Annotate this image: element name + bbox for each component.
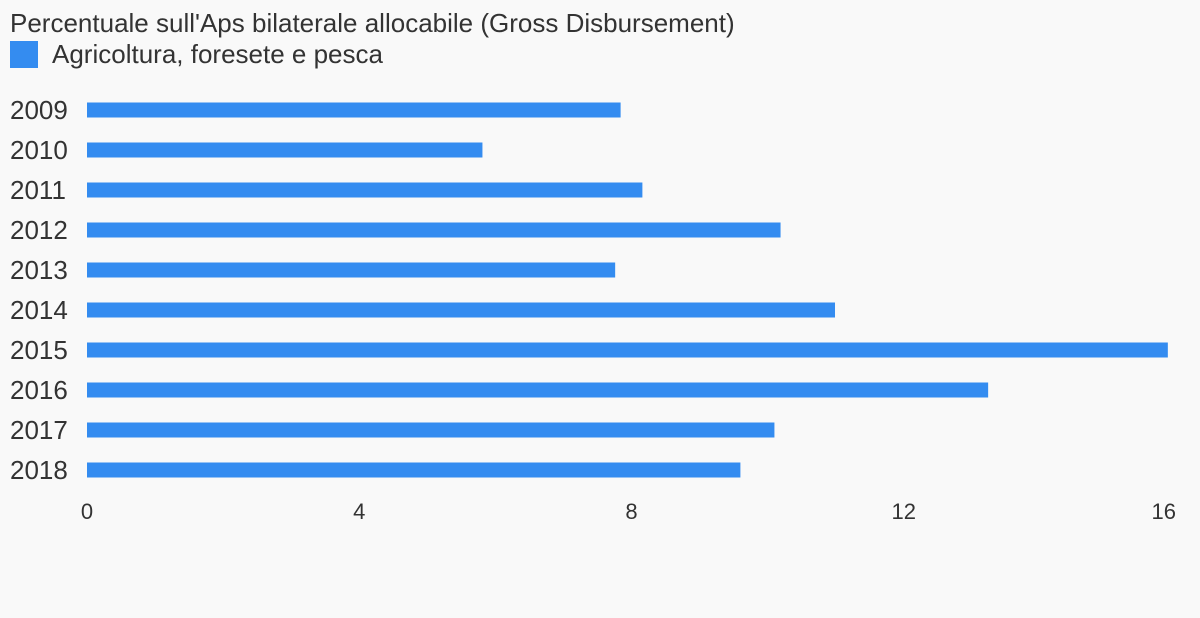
x-tick-label: 12	[892, 499, 916, 524]
legend-swatch	[10, 40, 38, 68]
category-label: 2010	[10, 135, 68, 165]
bar-2014	[87, 302, 836, 318]
bar-2012	[87, 222, 781, 238]
bar-2013	[87, 262, 616, 278]
category-label: 2018	[10, 455, 68, 485]
category-label: 2012	[10, 215, 68, 245]
bar-2017	[87, 422, 775, 438]
x-tick-label: 0	[81, 499, 93, 524]
category-label: 2015	[10, 335, 68, 365]
category-label: 2011	[10, 175, 66, 205]
category-label: 2013	[10, 255, 68, 285]
bar-2015	[87, 342, 1168, 358]
chart-title: Percentuale sull'Aps bilaterale allocabi…	[10, 8, 735, 38]
bar-2009	[87, 102, 621, 118]
x-tick-label: 4	[353, 499, 365, 524]
legend-label: Agricoltura, foresete e pesca	[52, 39, 383, 69]
category-label: 2017	[10, 415, 68, 445]
x-tick-label: 16	[1152, 499, 1176, 524]
category-label: 2009	[10, 95, 68, 125]
category-label: 2014	[10, 295, 68, 325]
bar-2018	[87, 462, 741, 478]
category-label: 2016	[10, 375, 68, 405]
bar-2010	[87, 142, 483, 158]
x-tick-label: 8	[625, 499, 637, 524]
legend: Agricoltura, foresete e pesca	[10, 38, 383, 70]
bar-2011	[87, 182, 643, 198]
bar-2016	[87, 382, 989, 398]
